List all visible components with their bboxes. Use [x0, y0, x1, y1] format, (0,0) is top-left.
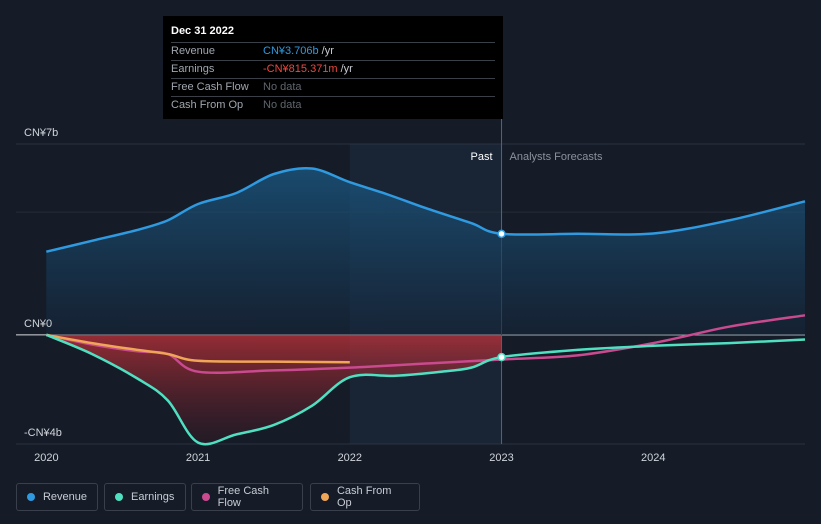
forecast-label: Analysts Forecasts [510, 151, 603, 163]
y-tick-label: CN¥0 [24, 318, 52, 330]
x-tick-label: 2020 [34, 452, 58, 464]
past-label: Past [471, 151, 493, 163]
tooltip-value: No data [263, 81, 302, 93]
legend-item-earnings[interactable]: Earnings [104, 483, 186, 511]
y-tick-label: CN¥7b [24, 127, 58, 139]
legend-dot-icon [202, 493, 210, 501]
x-tick-label: 2024 [641, 452, 665, 464]
legend-label: Cash From Op [336, 485, 392, 509]
legend-item-revenue[interactable]: Revenue [16, 483, 98, 511]
legend-dot-icon [27, 493, 35, 501]
legend-label: Earnings [131, 491, 175, 503]
legend-dot-icon [321, 493, 329, 501]
tooltip-row-cash-from-op: Cash From Op No data [171, 96, 495, 114]
x-tick-label: 2023 [489, 452, 513, 464]
tooltip-row-free-cash-flow: Free Cash Flow No data [171, 78, 495, 96]
earnings-line [45, 333, 806, 446]
cash-from-op-line [46, 333, 350, 364]
legend-item-cash-from-op[interactable]: Cash From Op [310, 483, 420, 511]
tooltip-row-revenue: Revenue CN¥3.706b /yr [171, 42, 495, 60]
revenue-line [46, 166, 806, 253]
tooltip-value: CN¥3.706b [263, 45, 319, 57]
tooltip-label: Free Cash Flow [171, 81, 249, 93]
y-tick-label: -CN¥4b [24, 427, 62, 439]
legend-item-free-cash-flow[interactable]: Free Cash Flow [191, 483, 303, 511]
legend-label: Revenue [42, 491, 87, 503]
tooltip-unit: /yr [340, 63, 353, 75]
tooltip-value: -CN¥815.371m [263, 63, 338, 75]
revenue-area [46, 168, 806, 335]
earnings-area [46, 334, 502, 445]
tooltip: Dec 31 2022 Revenue CN¥3.706b /yr Earnin… [163, 16, 503, 119]
tooltip-label: Earnings [171, 63, 215, 75]
x-tick-label: 2022 [338, 452, 362, 464]
x-tick-label: 2021 [186, 452, 210, 464]
tooltip-row-earnings: Earnings -CN¥815.371m /yr [171, 60, 495, 78]
tooltip-label: Revenue [171, 45, 216, 57]
legend-dot-icon [115, 493, 123, 501]
earnings-marker [497, 352, 506, 362]
tooltip-value: No data [263, 99, 302, 111]
free-cash-flow-line [46, 314, 806, 374]
tooltip-unit: /yr [321, 45, 334, 57]
revenue-marker [497, 229, 506, 239]
legend-label: Free Cash Flow [217, 485, 270, 509]
tooltip-date: Dec 31 2022 [171, 25, 234, 37]
tooltip-label: Cash From Op [171, 99, 244, 111]
